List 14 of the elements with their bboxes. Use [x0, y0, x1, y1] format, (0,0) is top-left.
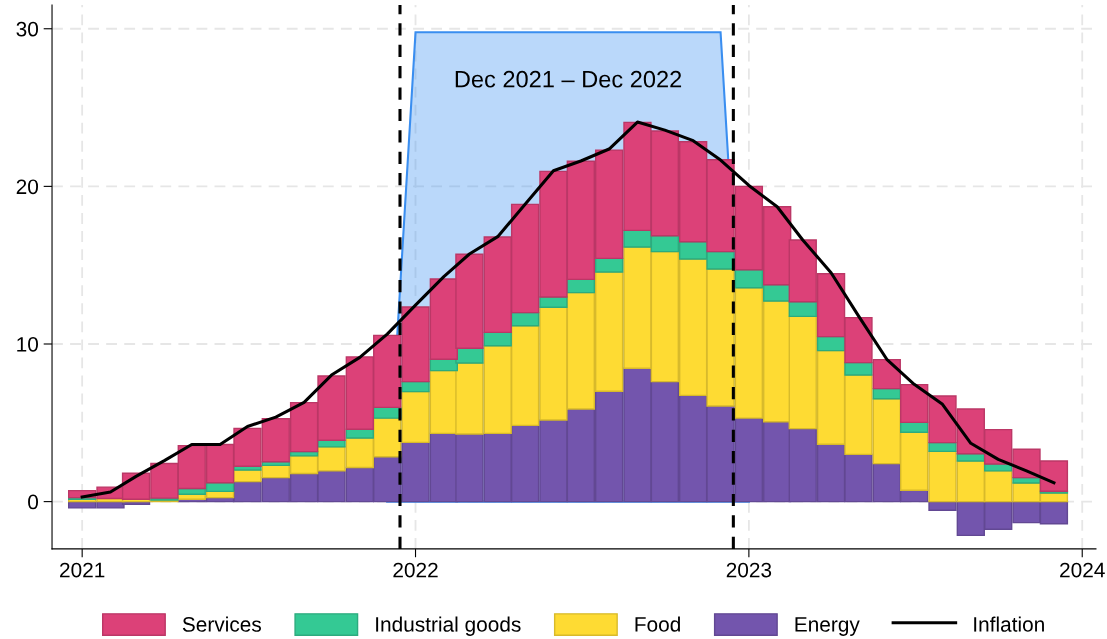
- y-tick-label: 10: [17, 337, 39, 352]
- x-tick-label: 2023: [726, 562, 772, 578]
- y-tick-label: 30: [16, 21, 39, 37]
- y-tick-label: 20: [16, 179, 39, 195]
- y-tick-label: 0: [28, 494, 39, 510]
- x-tick-label: 2022: [393, 562, 438, 578]
- band-label: Dec 2021 – Dec 2022: [455, 70, 682, 88]
- legend-label: Food: [635, 616, 680, 632]
- legend-label: Industrial goods: [376, 616, 521, 636]
- legend-label: Services: [182, 616, 261, 632]
- x-tick-label: 2021: [60, 562, 105, 578]
- legend-label: Energy: [795, 617, 860, 636]
- x-tick-label: 2024: [1060, 562, 1105, 578]
- legend-label: Inflation: [974, 616, 1044, 632]
